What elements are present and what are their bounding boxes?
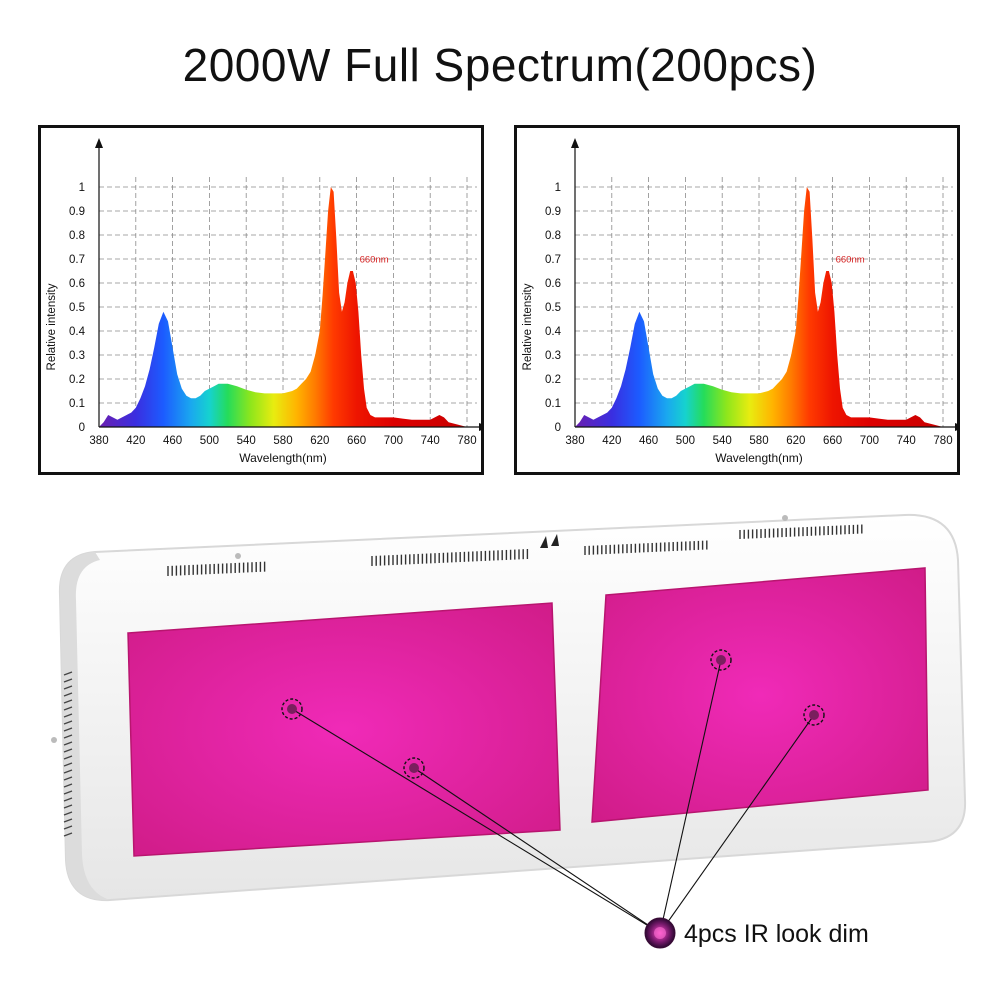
y-tick-label: 0.2 — [69, 374, 85, 386]
x-tick-label: 580 — [273, 435, 292, 447]
x-tick-label: 460 — [639, 435, 658, 447]
y-tick-label: 0.4 — [545, 326, 562, 338]
x-tick-label: 420 — [602, 435, 621, 447]
y-tick-label: 0.8 — [545, 230, 561, 242]
y-tick-label: 0 — [79, 422, 85, 434]
spectrum-chart-svg: 380 420 460 500 540 580 620 660 700 740 780 0 0.1 0.2… — [522, 138, 957, 465]
x-tick-label: 660 — [823, 435, 842, 447]
x-tick-label: 700 — [860, 435, 879, 447]
x-axis-label: Wavelength(nm) — [239, 451, 327, 465]
screw-icon — [51, 737, 57, 743]
y-tick-label: 0 — [555, 422, 561, 434]
x-axis-arrow-icon — [955, 423, 957, 431]
x-tick-label: 740 — [421, 435, 440, 447]
x-tick-label: 780 — [933, 435, 952, 447]
x-tick-label: 420 — [126, 435, 145, 447]
y-tick-label: 1 — [555, 182, 561, 194]
spectrum-chart-right: 380 420 460 500 540 580 620 660 700 740 780 0 0.1 0.2… — [514, 125, 960, 475]
x-axis-label: Wavelength(nm) — [715, 451, 803, 465]
x-tick-label: 540 — [237, 435, 256, 447]
spectrum-chart-left: 380 420 460 500 540 580 620 660 700 740 780 0 0.1 0.2… — [38, 125, 484, 475]
y-axis-label: Relative intensity — [46, 283, 58, 370]
screw-icon — [235, 553, 241, 559]
ir-led-marker — [403, 757, 425, 779]
ir-callout — [281, 649, 825, 934]
led-panel — [591, 567, 929, 823]
x-tick-label: 700 — [384, 435, 403, 447]
y-axis-arrow-icon — [571, 138, 579, 148]
y-tick-label: 0.6 — [545, 278, 561, 290]
y-tick-label: 0.5 — [545, 302, 561, 314]
x-tick-label: 620 — [786, 435, 805, 447]
x-tick-label: 660 — [347, 435, 366, 447]
x-tick-label: 620 — [310, 435, 329, 447]
vent-slots — [63, 524, 863, 837]
ir-callout-label: 4pcs IR look dim — [684, 920, 869, 948]
x-tick-label: 740 — [897, 435, 916, 447]
x-tick-label: 540 — [713, 435, 732, 447]
y-tick-label: 0.5 — [69, 302, 85, 314]
y-tick-label: 0.9 — [69, 206, 85, 218]
led-panel — [127, 602, 561, 857]
lamp-side-face — [59, 552, 110, 901]
peak-annotation: 660nm — [360, 255, 389, 266]
screw-icon — [782, 515, 788, 521]
y-tick-label: 0.6 — [69, 278, 85, 290]
y-tick-label: 1 — [79, 182, 85, 194]
x-axis-arrow-icon — [479, 423, 481, 431]
ir-led-marker — [710, 649, 732, 671]
y-axis-label: Relative intensity — [522, 283, 534, 370]
y-axis-arrow-icon — [95, 138, 103, 148]
y-tick-label: 0.4 — [69, 326, 86, 338]
peak-annotation: 660nm — [836, 255, 865, 266]
y-tick-label: 0.8 — [69, 230, 85, 242]
y-tick-label: 0.3 — [545, 350, 561, 362]
ir-led-marker — [803, 704, 825, 726]
x-tick-label: 500 — [200, 435, 219, 447]
brand-mark-icon — [540, 534, 559, 548]
y-tick-label: 0.2 — [545, 374, 561, 386]
x-tick-label: 380 — [565, 435, 584, 447]
grid-lines — [99, 177, 477, 427]
x-tick-label: 780 — [457, 435, 476, 447]
spectrum-chart-svg: 380 420 460 500 540 580 620 660 700 740 780 0 0.1 0.2… — [46, 138, 481, 465]
y-tick-label: 0.9 — [545, 206, 561, 218]
y-tick-label: 0.7 — [545, 254, 561, 266]
x-tick-label: 580 — [749, 435, 768, 447]
x-tick-label: 460 — [163, 435, 182, 447]
ir-led-marker — [281, 698, 303, 720]
y-tick-label: 0.1 — [545, 398, 561, 410]
ir-led-icon — [644, 917, 676, 949]
y-tick-label: 0.3 — [69, 350, 85, 362]
y-tick-label: 0.1 — [69, 398, 85, 410]
page-title: 2000W Full Spectrum(200pcs) — [182, 39, 818, 91]
y-tick-label: 0.7 — [69, 254, 85, 266]
grow-light-illustration — [51, 513, 967, 949]
x-tick-label: 380 — [89, 435, 108, 447]
x-tick-label: 500 — [676, 435, 695, 447]
